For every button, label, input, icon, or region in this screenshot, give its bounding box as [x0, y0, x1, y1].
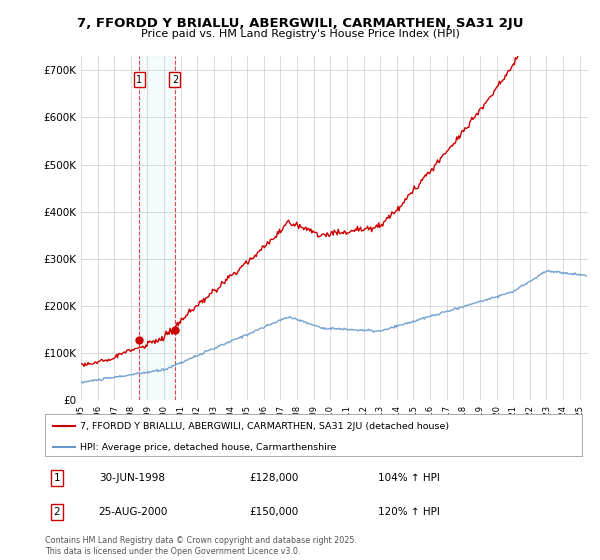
Text: £128,000: £128,000	[249, 473, 298, 483]
Text: 7, FFORDD Y BRIALLU, ABERGWILI, CARMARTHEN, SA31 2JU (detached house): 7, FFORDD Y BRIALLU, ABERGWILI, CARMARTH…	[80, 422, 449, 431]
Text: 120% ↑ HPI: 120% ↑ HPI	[378, 507, 440, 517]
Bar	[139, 56, 175, 400]
Text: 1: 1	[53, 473, 60, 483]
Text: Price paid vs. HM Land Registry's House Price Index (HPI): Price paid vs. HM Land Registry's House …	[140, 29, 460, 39]
Text: 25-AUG-2000: 25-AUG-2000	[98, 507, 168, 517]
Text: 2: 2	[172, 74, 178, 85]
Text: HPI: Average price, detached house, Carmarthenshire: HPI: Average price, detached house, Carm…	[80, 442, 336, 452]
Text: Contains HM Land Registry data © Crown copyright and database right 2025.
This d: Contains HM Land Registry data © Crown c…	[45, 536, 357, 556]
Text: 104% ↑ HPI: 104% ↑ HPI	[378, 473, 440, 483]
Text: 1: 1	[136, 74, 142, 85]
Text: 30-JUN-1998: 30-JUN-1998	[98, 473, 164, 483]
Text: 7, FFORDD Y BRIALLU, ABERGWILI, CARMARTHEN, SA31 2JU: 7, FFORDD Y BRIALLU, ABERGWILI, CARMARTH…	[77, 17, 523, 30]
Text: £150,000: £150,000	[249, 507, 298, 517]
Text: 2: 2	[53, 507, 60, 517]
